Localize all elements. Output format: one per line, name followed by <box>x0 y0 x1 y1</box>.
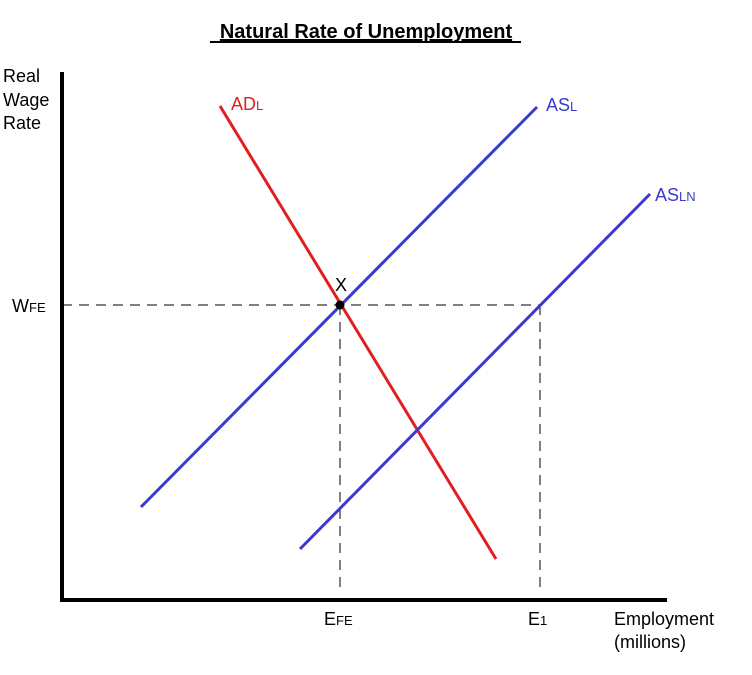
y-axis-label-line-1: Real <box>3 66 40 86</box>
diagram-title: Natural Rate of Unemployment <box>220 21 513 43</box>
y-axis-label-line-3: Rate <box>3 113 41 133</box>
wage-fe-label: WFE <box>12 296 46 316</box>
efe-label: EFE <box>324 609 353 629</box>
x-axis-label-line-1: Employment <box>614 609 714 629</box>
ad-l-label: ADL <box>231 94 263 114</box>
e1-label: E1 <box>528 609 547 629</box>
ad-l-curve <box>218 105 498 560</box>
equilibrium-point-label: X <box>335 275 347 295</box>
equilibrium-point <box>335 300 345 310</box>
as-ln-curve <box>298 192 652 551</box>
as-ln-label: ASLN <box>655 185 696 205</box>
x-axis-label-line-2: (millions) <box>614 632 686 652</box>
y-axis-label-line-2: Wage <box>3 90 49 110</box>
as-l-label: ASL <box>546 95 577 115</box>
